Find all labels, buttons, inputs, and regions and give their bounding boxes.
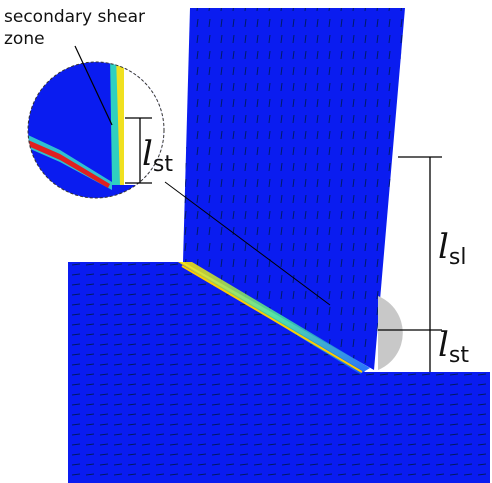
dimension-label: lst <box>438 325 469 368</box>
symbol: l <box>142 134 153 174</box>
annotation-line: secondary shear <box>4 7 145 27</box>
annotation-line: zone <box>4 29 45 49</box>
subscript: sl <box>449 245 467 270</box>
contact-zone <box>378 296 403 370</box>
subscript: st <box>449 343 469 368</box>
page: lst secondary shear zone lsl lst (() => … <box>0 0 492 483</box>
dimension-label: lsl <box>438 227 466 270</box>
figure: lst secondary shear zone lsl lst <box>0 0 492 483</box>
symbol: l <box>438 227 449 267</box>
subscript: st <box>153 152 173 177</box>
symbol: l <box>438 325 449 365</box>
inset <box>20 50 184 210</box>
